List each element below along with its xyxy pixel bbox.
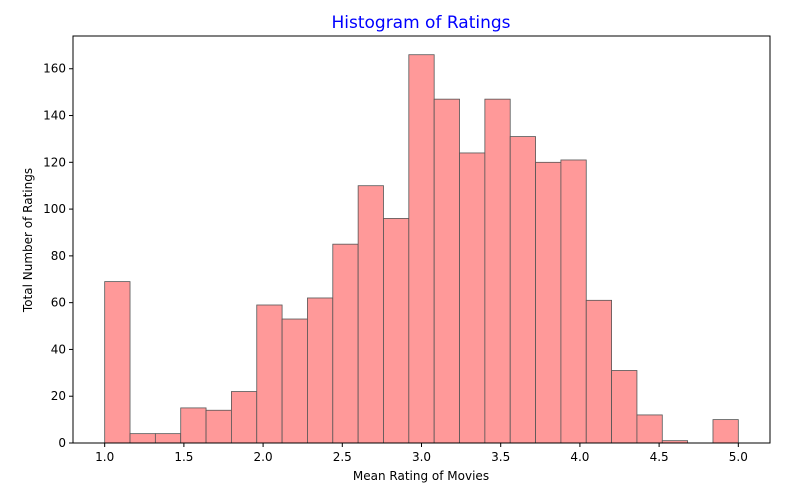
y-tick-label: 140 <box>43 109 66 123</box>
histogram-bar <box>281 318 308 444</box>
histogram-bar <box>585 299 612 444</box>
x-axis-label: Mean Rating of Movies <box>353 469 489 483</box>
y-tick-label: 100 <box>43 202 66 216</box>
histogram-bar <box>509 136 536 444</box>
x-tick-label: 2.0 <box>254 450 273 464</box>
histogram-bar <box>154 433 182 444</box>
y-tick-label: 40 <box>51 342 66 356</box>
y-tick-label: 20 <box>51 389 66 403</box>
y-tick-label: 60 <box>51 296 66 310</box>
x-tick-label: 1.5 <box>174 450 193 464</box>
y-axis-ticks: 0 20 40 60 80 100 120 140 160 <box>43 62 73 450</box>
x-tick-label: 3.0 <box>412 450 431 464</box>
y-tick-label: 160 <box>43 62 66 76</box>
x-tick-label: 1.0 <box>95 450 114 464</box>
histogram-bar <box>611 370 638 444</box>
x-tick-label: 3.5 <box>491 450 510 464</box>
y-tick-label: 0 <box>58 436 66 450</box>
y-tick-label: 80 <box>51 249 66 263</box>
x-tick-label: 2.5 <box>333 450 352 464</box>
histogram-bar <box>180 407 207 444</box>
x-tick-label: 4.0 <box>570 450 589 464</box>
bars-group <box>104 54 739 444</box>
histogram-bar <box>332 243 359 444</box>
histogram-bar <box>560 159 587 444</box>
histogram-bar <box>484 98 511 444</box>
histogram-bar <box>231 391 258 444</box>
histogram-bar <box>383 218 410 444</box>
histogram-bar <box>636 414 663 444</box>
chart-title: Histogram of Ratings <box>331 13 510 33</box>
y-axis-label: Total Number of Ratings <box>21 168 35 313</box>
x-axis-ticks: 1.0 1.5 2.0 2.5 3.0 3.5 4.0 4.5 5.0 <box>95 443 748 464</box>
x-tick-label: 5.0 <box>729 450 748 464</box>
histogram-bar <box>256 304 283 444</box>
histogram-bar <box>459 152 486 444</box>
histogram-bar <box>307 297 334 444</box>
histogram-bar <box>712 419 739 444</box>
histogram-bar <box>357 185 384 444</box>
histogram-bar <box>104 281 131 444</box>
histogram-bar <box>433 98 460 444</box>
histogram-bar <box>205 409 232 444</box>
histogram-bar <box>535 161 562 444</box>
histogram-bar <box>408 54 435 444</box>
y-tick-label: 120 <box>43 155 66 169</box>
histogram-bar <box>129 433 156 444</box>
x-tick-label: 4.5 <box>650 450 669 464</box>
